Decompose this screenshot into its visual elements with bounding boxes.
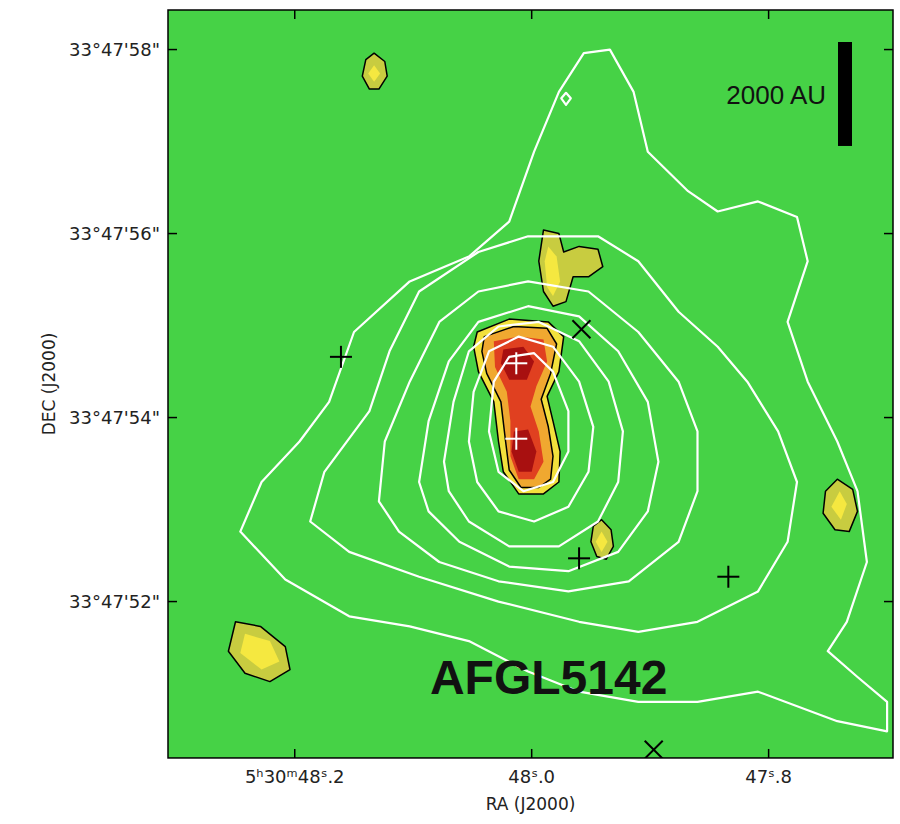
- emission-region: [591, 520, 614, 560]
- plot-area: [228, 50, 887, 758]
- y-tick: [884, 601, 893, 603]
- emission-region: [228, 622, 290, 682]
- emission-region: [368, 65, 380, 82]
- y-tick: [884, 49, 893, 51]
- emission-region: [823, 479, 857, 531]
- marker-stroke: [645, 741, 663, 758]
- contour: [240, 50, 887, 732]
- source-marker: [505, 428, 527, 450]
- x-tick-label: 5ʰ30ᵐ48ˢ.2: [245, 766, 345, 787]
- y-tick: [884, 417, 893, 419]
- scale-bar-label: 2000 AU: [726, 80, 826, 110]
- marker-stroke: [515, 352, 517, 374]
- x-tick: [531, 10, 533, 19]
- x-tick: [294, 10, 296, 19]
- x-tick: [768, 10, 770, 19]
- plot-background: [168, 10, 893, 758]
- x-tick: [294, 749, 296, 758]
- y-tick-label: 33°47'56": [69, 223, 160, 244]
- source-marker: [568, 547, 590, 569]
- y-tick: [168, 417, 177, 419]
- emission-region: [831, 491, 846, 520]
- contour: [379, 281, 698, 591]
- source-marker: [330, 346, 352, 368]
- frame: [168, 10, 893, 758]
- y-tick-label: 33°47'52": [69, 591, 160, 612]
- emission-region: [362, 53, 387, 89]
- contour: [419, 306, 658, 571]
- emission-region: [240, 634, 279, 670]
- contour: [469, 337, 593, 522]
- x-tick-label: 47ˢ.8: [745, 766, 792, 787]
- x-tick: [531, 749, 533, 758]
- emission-region: [545, 246, 560, 296]
- source-marker: [717, 566, 739, 588]
- source-marker: [645, 741, 663, 758]
- marker-stroke: [727, 566, 729, 588]
- contour: [444, 322, 623, 547]
- marker-stroke: [572, 320, 590, 338]
- y-tick: [168, 233, 177, 235]
- y-tick: [884, 233, 893, 235]
- source-marker: [572, 320, 590, 338]
- x-tick-label: 48ˢ.0: [508, 766, 555, 787]
- y-tick: [168, 49, 177, 51]
- y-axis-title: DEC (J2000): [39, 333, 59, 436]
- marker-stroke: [340, 346, 342, 368]
- source-marker: [505, 352, 527, 374]
- contour: [489, 353, 568, 491]
- x-tick: [768, 749, 770, 758]
- emission-region: [512, 430, 537, 472]
- y-tick: [168, 601, 177, 603]
- x-axis-title: RA (J2000): [486, 794, 576, 814]
- emission-region: [596, 532, 608, 552]
- chart: 5ʰ30ᵐ48ˢ.2 48ˢ.0 47ˢ.8 33°47'52" 33°47'54" 33…: [0, 0, 900, 824]
- marker-stroke: [645, 741, 663, 758]
- scale-bar: [838, 42, 852, 146]
- marker-stroke: [515, 428, 517, 450]
- emission-region: [482, 327, 557, 488]
- emission-region: [501, 347, 534, 380]
- marker-stroke: [578, 547, 580, 569]
- contour: [561, 93, 571, 105]
- title: AFGL5142: [430, 651, 667, 704]
- marker-stroke: [572, 320, 590, 338]
- y-tick-label: 33°47'54": [69, 407, 160, 428]
- contour: [310, 236, 797, 632]
- y-tick-label: 33°47'58": [69, 39, 160, 60]
